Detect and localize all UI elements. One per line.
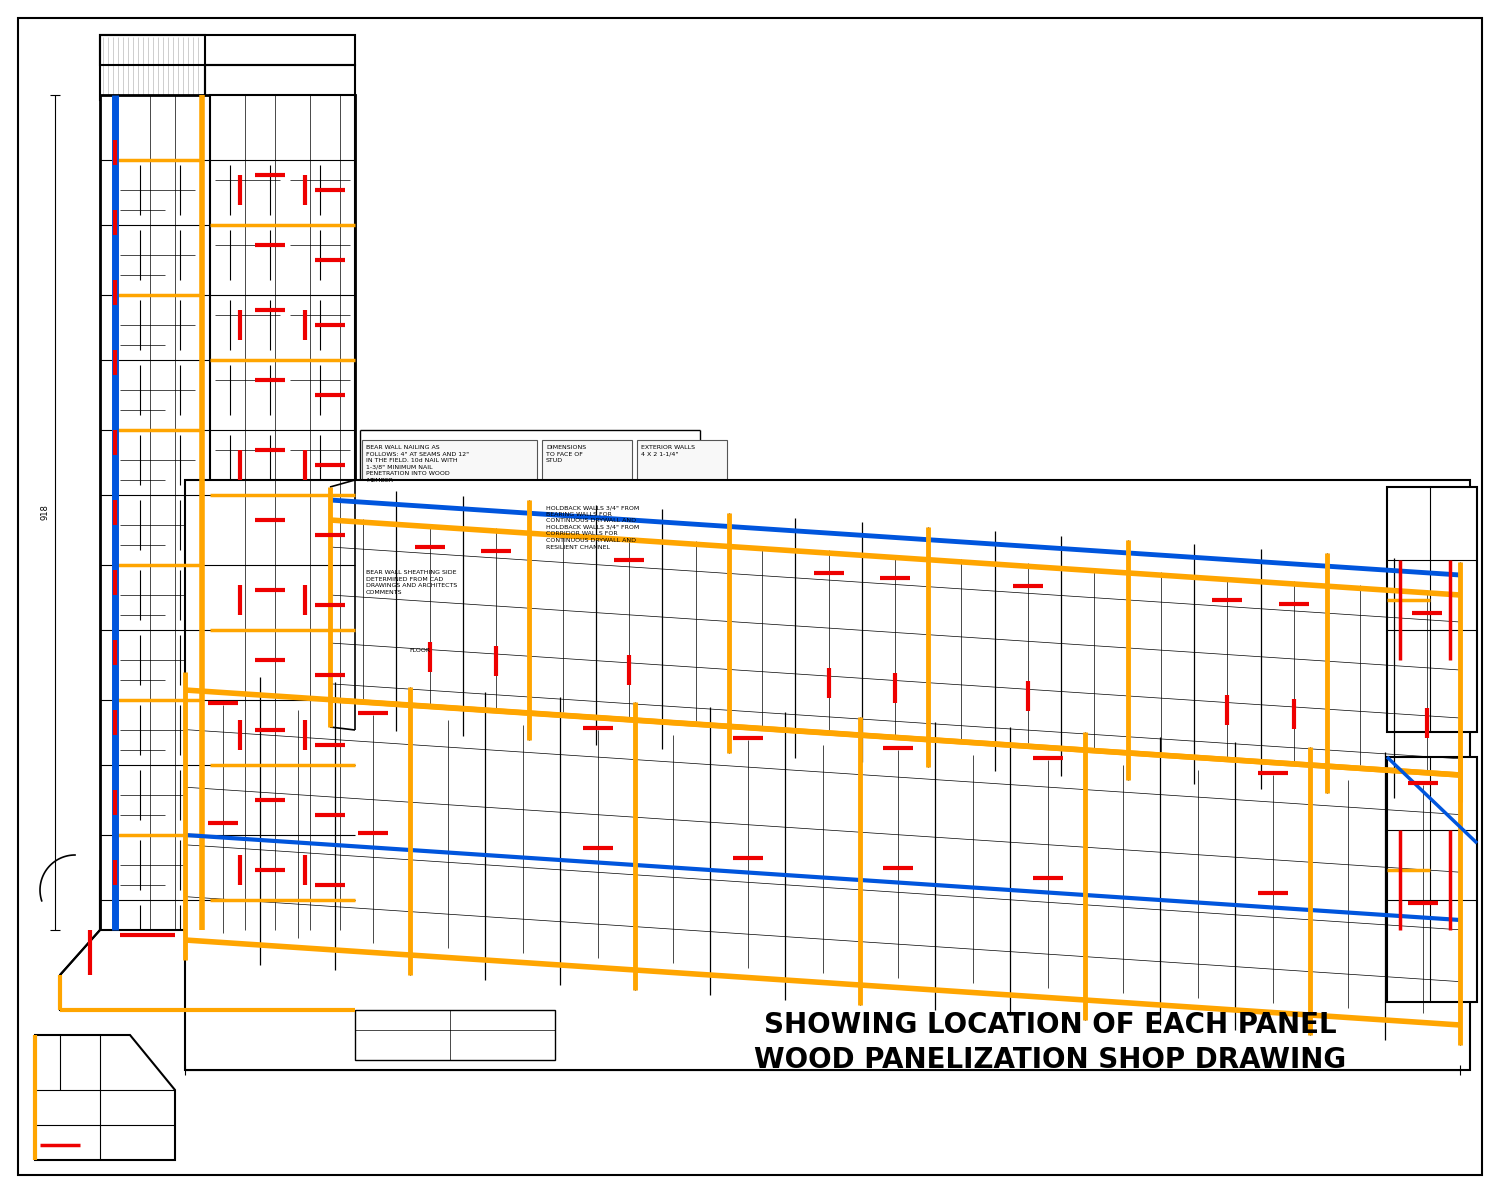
Bar [362,565,537,639]
Bar [206,64,356,135]
Bar [542,440,632,495]
Polygon shape [60,870,355,1010]
Text: DIMENSIONS
TO FACE OF
STUD: DIMENSIONS TO FACE OF STUD [546,445,586,463]
Bar [100,35,356,64]
Text: BEAR WALL SHEATHING SIDE
DETERMINED FROM CAD
DRAWINGS AND ARCHITECTS
COMMENTS: BEAR WALL SHEATHING SIDE DETERMINED FROM… [366,570,458,595]
Bar [1388,487,1478,733]
Polygon shape [330,487,1460,802]
Polygon shape [184,672,1460,1045]
Text: FLOOR: FLOOR [410,649,430,654]
Bar [362,440,537,560]
Bar [100,35,206,100]
Bar [356,1010,555,1061]
Bar [394,639,445,662]
Bar [100,95,356,931]
Text: BEAR WALL NAILING AS
FOLLOWS: 4" AT SEAMS AND 12"
IN THE FIELD. 10d NAIL WITH
1-: BEAR WALL NAILING AS FOLLOWS: 4" AT SEAM… [366,445,470,483]
Bar [210,95,356,931]
Text: 918: 918 [40,505,50,520]
Text: SHOWING LOCATION OF EACH PANEL: SHOWING LOCATION OF EACH PANEL [764,1010,1336,1039]
Text: HOLDBACK WALLS 3/4" FROM
BEARING WALLS FOR
CONTINUOUS DRYWALL AND
HOLDBACK WALLS: HOLDBACK WALLS 3/4" FROM BEARING WALLS F… [546,505,639,550]
Bar [184,480,1470,1070]
Bar [1388,758,1478,1002]
Text: EXTERIOR WALLS
4 X 2 1-1/4": EXTERIOR WALLS 4 X 2 1-1/4" [640,445,694,457]
Text: WOOD PANELIZATION SHOP DRAWING: WOOD PANELIZATION SHOP DRAWING [754,1046,1346,1074]
Polygon shape [34,1036,176,1160]
Bar [542,500,728,620]
Bar [638,440,728,495]
